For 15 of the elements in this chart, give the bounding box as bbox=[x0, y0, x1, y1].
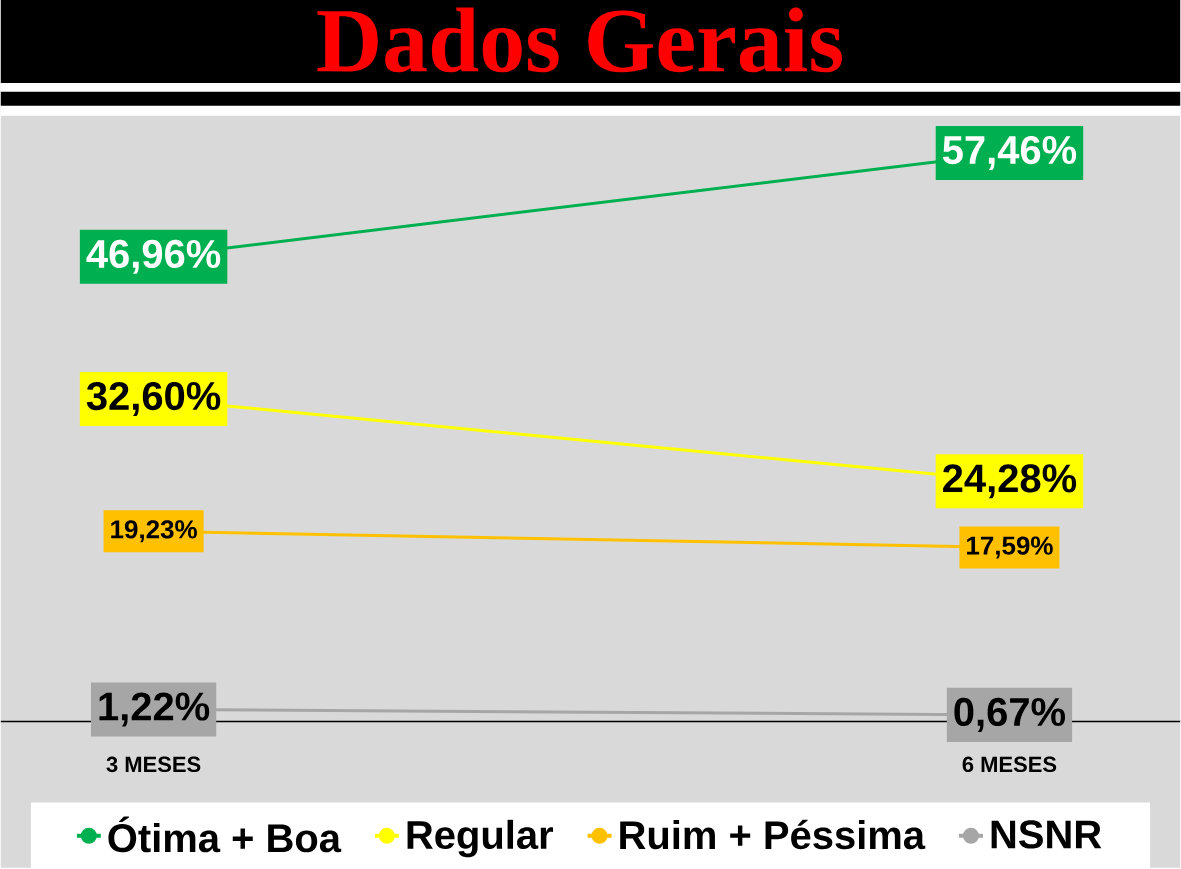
data-label: 46,96% bbox=[86, 239, 221, 274]
data-label: 1,22% bbox=[99, 692, 210, 727]
x-tick-label: 3 MESES bbox=[106, 756, 201, 773]
data-label: 19,23% bbox=[111, 520, 197, 543]
chart-title: Dados Gerais bbox=[317, 7, 842, 73]
data-label: 24,28% bbox=[943, 464, 1077, 499]
data-label: 57,46% bbox=[942, 135, 1077, 170]
legend-label: NSNR bbox=[991, 820, 1102, 849]
legend-label: Regular bbox=[407, 819, 554, 858]
legend-label: Ruim + Péssima bbox=[620, 819, 926, 850]
legend-label: Ótima + Boa bbox=[108, 816, 342, 853]
data-label: 0,67% bbox=[954, 697, 1065, 732]
data-label: 32,60% bbox=[86, 381, 221, 416]
data-label: 17,59% bbox=[967, 536, 1053, 559]
x-tick-label: 6 MESES bbox=[962, 756, 1057, 773]
